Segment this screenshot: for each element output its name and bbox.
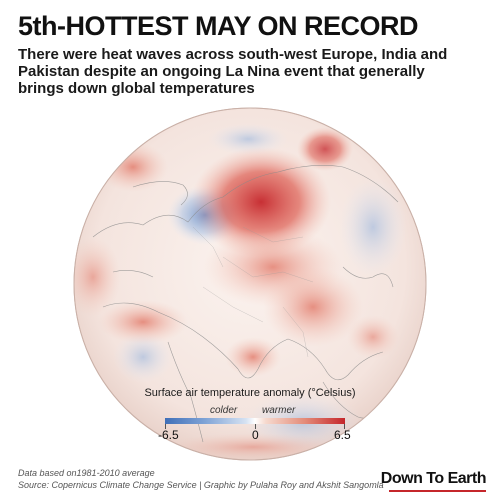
legend-tick-max — [344, 424, 345, 429]
warm-patch-east-asia — [347, 315, 399, 359]
warm-patch-greenland — [98, 142, 168, 192]
legend-colder-label: colder — [210, 405, 238, 416]
warm-patch-kamchatka — [297, 127, 353, 171]
warm-patch-atlantic — [74, 237, 121, 317]
brand-logo: Down To Earth — [380, 470, 487, 487]
page-title: 5th-HOTTEST MAY ON RECORD — [18, 11, 419, 41]
globe-outline — [73, 107, 427, 461]
legend-tick-min — [165, 424, 166, 429]
cold-patch-pacific — [339, 177, 407, 277]
legend-min-label: -6.5 — [158, 428, 179, 442]
coastlines — [92, 165, 399, 443]
country-borders — [192, 226, 314, 358]
legend-max-label: 6.5 — [334, 428, 351, 442]
data-note: Data based on1981-2010 average — [18, 468, 155, 478]
warm-patch-india — [225, 337, 281, 377]
cold-patch-africa — [113, 331, 173, 383]
brand-logo-underline — [389, 490, 486, 492]
warm-patch-china — [263, 267, 363, 347]
cold-patch-arctic — [208, 123, 288, 155]
legend-color-scale — [165, 418, 345, 424]
globe-map — [73, 107, 427, 461]
page-subtitle: There were heat waves across south-west … — [18, 46, 448, 97]
legend-warmer-label: warmer — [262, 405, 296, 416]
legend-title: Surface air temperature anomaly (°Celsiu… — [144, 387, 356, 399]
warm-patch-arabia — [98, 300, 188, 344]
source-credit: Source: Copernicus Climate Change Servic… — [18, 480, 384, 490]
legend-tick-mid — [255, 424, 256, 429]
legend-mid-label: 0 — [252, 428, 259, 442]
